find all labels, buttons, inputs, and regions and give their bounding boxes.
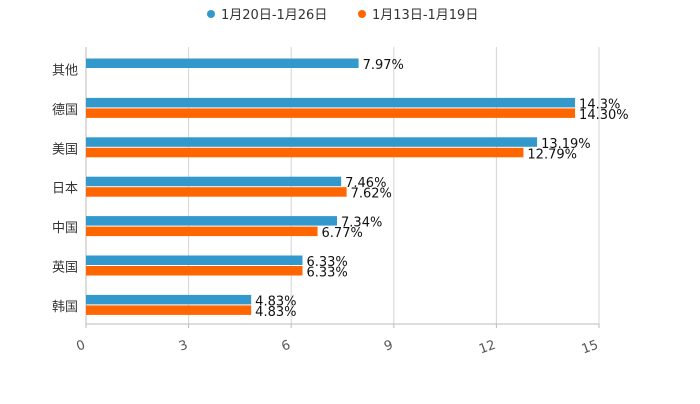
data-label: 4.83%: [255, 294, 296, 309]
x-tick-label: 6: [280, 338, 293, 355]
x-tick-label: 15: [580, 338, 601, 358]
category-label: 德国: [52, 103, 78, 118]
x-tick-label: 12: [477, 338, 498, 358]
legend-item-series-1[interactable]: 1月20日-1月26日: [207, 8, 327, 23]
category-label: 中国: [52, 221, 78, 236]
data-label: 12.79%: [527, 147, 577, 162]
legend-marker-icon: [358, 10, 366, 18]
bar-日本-series-2[interactable]: [86, 187, 347, 197]
bars: [86, 58, 576, 315]
data-label: 14.30%: [579, 108, 629, 123]
bar-日本-series-1[interactable]: [86, 176, 342, 187]
value-labels: 7.97% 14.3%14.30% 13.19%12.79% 7.46%7.62% 7.…: [255, 58, 628, 320]
data-label: 6.77%: [322, 226, 363, 241]
x-tick-label: 0: [74, 338, 87, 355]
bar-韩国-series-2[interactable]: [86, 305, 252, 315]
data-label: 7.62%: [351, 187, 392, 202]
bar-其他-series-1[interactable]: [86, 58, 359, 69]
legend-item-series-2[interactable]: 1月13日-1月19日: [358, 8, 478, 23]
legend-label: 1月13日-1月19日: [372, 8, 478, 23]
bar-中国-series-1[interactable]: [86, 216, 338, 226]
legend[interactable]: 1月20日-1月26日 1月13日-1月19日: [207, 8, 478, 23]
data-label: 13.19%: [541, 137, 591, 152]
bar-中国-series-2[interactable]: [86, 226, 318, 237]
data-label: 4.83%: [255, 305, 296, 320]
category-label: 韩国: [52, 300, 78, 315]
legend-marker-icon: [207, 10, 215, 18]
x-axis: 0 3 6 9 12 15: [74, 47, 600, 357]
x-tick-label: 3: [177, 338, 190, 355]
bar-英国-series-1[interactable]: [86, 255, 303, 266]
category-label: 英国: [52, 261, 78, 276]
data-label: 7.97%: [363, 58, 404, 73]
x-tick-label: 9: [382, 338, 395, 355]
category-label: 日本: [52, 182, 78, 197]
data-label: 6.33%: [306, 266, 347, 281]
data-label: 6.33%: [306, 255, 347, 270]
data-label: 7.46%: [345, 176, 386, 191]
bar-英国-series-2[interactable]: [86, 266, 303, 276]
legend-label: 1月20日-1月26日: [221, 8, 327, 23]
category-label: 其他: [52, 64, 78, 79]
data-label: 14.3%: [579, 97, 620, 112]
data-label: 7.34%: [341, 216, 382, 231]
bar-美国-series-1[interactable]: [86, 137, 538, 147]
bar-美国-series-2[interactable]: [86, 147, 524, 158]
bar-德国-series-2[interactable]: [86, 108, 576, 118]
bar-韩国-series-1[interactable]: [86, 294, 252, 305]
bar-德国-series-1[interactable]: [86, 97, 576, 108]
category-label: 美国: [52, 142, 78, 157]
